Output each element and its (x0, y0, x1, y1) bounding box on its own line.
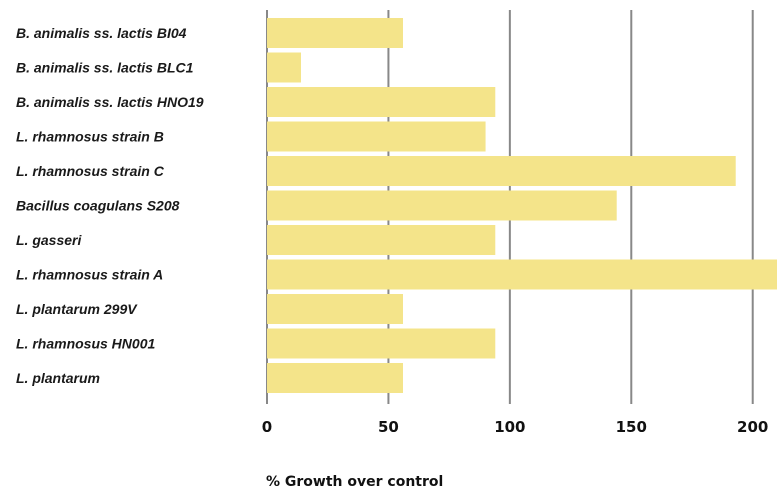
bar (267, 156, 736, 186)
bars (267, 18, 777, 393)
category-label: B. animalis ss. lactis BI04 (16, 25, 187, 41)
x-tick-label: 200 (737, 418, 768, 436)
bar (267, 328, 496, 359)
bar (267, 259, 777, 290)
category-label: L. rhamnosus HN001 (16, 336, 155, 352)
category-label: B. animalis ss. lactis HNO19 (16, 94, 204, 110)
x-tick-label: 50 (378, 418, 399, 436)
category-label: L. rhamnosus strain B (16, 129, 164, 145)
category-label: L. rhamnosus strain A (16, 267, 163, 283)
x-tick-labels: 0 50 100 150 200 (262, 418, 769, 436)
category-label: Bacillus coagulans S208 (16, 198, 180, 214)
bar (267, 18, 403, 48)
category-label: B. animalis ss. lactis BLC1 (16, 60, 194, 76)
x-tick-label: 0 (262, 418, 272, 436)
bar (267, 121, 486, 152)
bar (267, 225, 496, 255)
category-label: L. rhamnosus strain C (16, 163, 165, 179)
category-label: L. gasseri (16, 232, 82, 248)
bar (267, 87, 496, 117)
category-labels: B. animalis ss. lactis BI04 B. animalis s… (16, 25, 204, 386)
x-tick-label: 100 (494, 418, 525, 436)
bar (267, 190, 617, 221)
x-tick-label: 150 (616, 418, 647, 436)
category-label: L. plantarum (16, 370, 100, 386)
x-axis-title: % Growth over control (266, 474, 443, 488)
category-label: L. plantarum 299V (16, 301, 138, 317)
bar (267, 294, 403, 324)
bar (267, 363, 403, 393)
bar (267, 52, 301, 83)
